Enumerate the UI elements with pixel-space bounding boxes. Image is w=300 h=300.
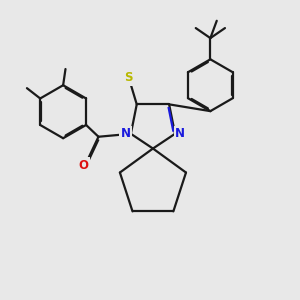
- Text: O: O: [78, 159, 88, 172]
- Text: S: S: [124, 71, 133, 84]
- Text: N: N: [175, 127, 185, 140]
- Text: N: N: [121, 127, 130, 140]
